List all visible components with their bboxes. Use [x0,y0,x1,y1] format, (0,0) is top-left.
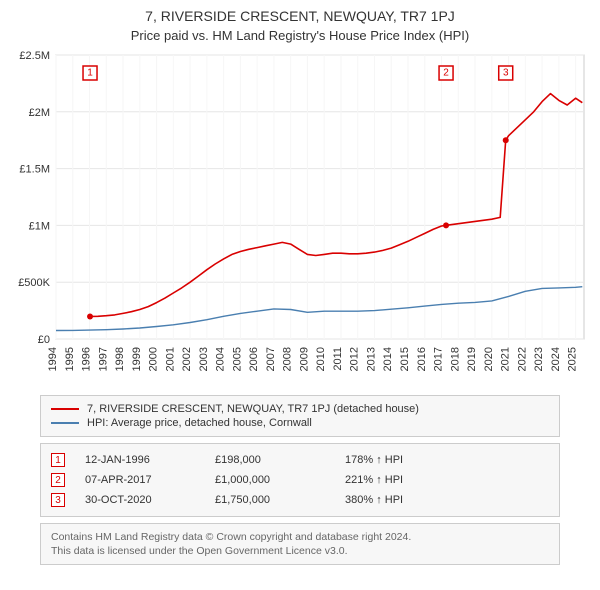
legend-swatch [51,422,79,424]
sale-row-date: 30-OCT-2020 [85,494,195,506]
x-tick-label: 1996 [81,347,93,371]
x-tick-label: 1995 [64,347,76,371]
x-tick-label: 1998 [114,347,126,371]
x-tick-label: 2019 [466,347,478,371]
sale-row-date: 07-APR-2017 [85,474,195,486]
x-tick-label: 2004 [215,347,227,371]
x-tick-label: 1999 [131,347,143,371]
x-tick-label: 2015 [399,347,411,371]
sale-points-table: 1 12-JAN-1996 £198,000 178% ↑ HPI 2 07-APR-20… [40,443,560,517]
x-tick-label: 2017 [433,347,445,371]
x-tick-label: 2011 [332,347,344,371]
attribution-line-1: Contains HM Land Registry data © Crown c… [51,530,549,544]
sale-point-dot [443,222,449,228]
chart-area: £0 £500K £1M £1.5M £2M £2.5M 1994 1995 1996 1997 1… [0,49,600,389]
legend-swatch [51,408,79,410]
legend-item: HPI: Average price, detached house, Corn… [51,416,549,430]
x-tick-label: 2014 [382,347,394,371]
sale-row-marker: 1 [51,453,65,467]
sale-row-marker: 2 [51,473,65,487]
legend-label: HPI: Average price, detached house, Corn… [87,417,312,429]
y-tick-label: £2.5M [19,50,50,62]
sale-row: 3 30-OCT-2020 £1,750,000 380% ↑ HPI [51,490,549,510]
sale-marker-number: 1 [87,68,93,79]
y-tick-label: £0 [38,334,50,346]
line-chart: £0 £500K £1M £1.5M £2M £2.5M 1994 1995 1996 1997 1… [0,49,600,389]
sale-point-dot [503,137,509,143]
sale-row-price: £1,750,000 [215,494,325,506]
x-tick-label: 2002 [181,347,193,371]
x-tick-label: 2025 [567,347,579,371]
sale-row-marker: 3 [51,493,65,507]
x-tick-label: 2013 [365,347,377,371]
sale-marker-number: 2 [443,68,449,79]
x-tick-label: 2006 [248,347,260,371]
sale-row: 1 12-JAN-1996 £198,000 178% ↑ HPI [51,450,549,470]
x-tick-label: 2023 [533,347,545,371]
x-tick-label: 2010 [315,347,327,371]
attribution-line-2: This data is licensed under the Open Gov… [51,544,549,558]
x-tick-label: 2020 [483,347,495,371]
x-tick-label: 2018 [449,347,461,371]
sale-row-date: 12-JAN-1996 [85,454,195,466]
sale-row-pct: 380% ↑ HPI [345,494,549,506]
plot-area [56,55,584,339]
chart-title: 7, RIVERSIDE CRESCENT, NEWQUAY, TR7 1PJ [0,8,600,24]
y-tick-label: £1M [29,220,50,232]
chart-subtitle: Price paid vs. HM Land Registry's House … [0,28,600,43]
sale-point-dot [87,314,93,320]
x-tick-label: 2012 [349,347,361,371]
x-tick-label: 2008 [282,347,294,371]
sale-row-pct: 221% ↑ HPI [345,474,549,486]
sale-row-price: £198,000 [215,454,325,466]
x-tick-label: 1997 [97,347,109,371]
x-tick-label: 1994 [47,347,59,371]
legend: 7, RIVERSIDE CRESCENT, NEWQUAY, TR7 1PJ … [40,395,560,437]
y-tick-label: £1.5M [19,164,50,176]
x-tick-label: 2000 [148,347,160,371]
y-tick-label: £2M [29,107,50,119]
x-tick-label: 2007 [265,347,277,371]
attribution: Contains HM Land Registry data © Crown c… [40,523,560,565]
sale-marker-number: 3 [503,68,509,79]
x-tick-label: 2003 [198,347,210,371]
legend-item: 7, RIVERSIDE CRESCENT, NEWQUAY, TR7 1PJ … [51,402,549,416]
sale-row: 2 07-APR-2017 £1,000,000 221% ↑ HPI [51,470,549,490]
x-tick-label: 2021 [500,347,512,371]
sale-row-pct: 178% ↑ HPI [345,454,549,466]
x-tick-label: 2022 [516,347,528,371]
x-tick-label: 2001 [164,347,176,371]
sale-row-price: £1,000,000 [215,474,325,486]
x-tick-label: 2005 [231,347,243,371]
legend-label: 7, RIVERSIDE CRESCENT, NEWQUAY, TR7 1PJ … [87,403,419,415]
x-tick-label: 2016 [416,347,428,371]
y-tick-label: £500K [18,277,50,289]
x-tick-label: 2009 [298,347,310,371]
x-tick-label: 2024 [550,347,562,371]
